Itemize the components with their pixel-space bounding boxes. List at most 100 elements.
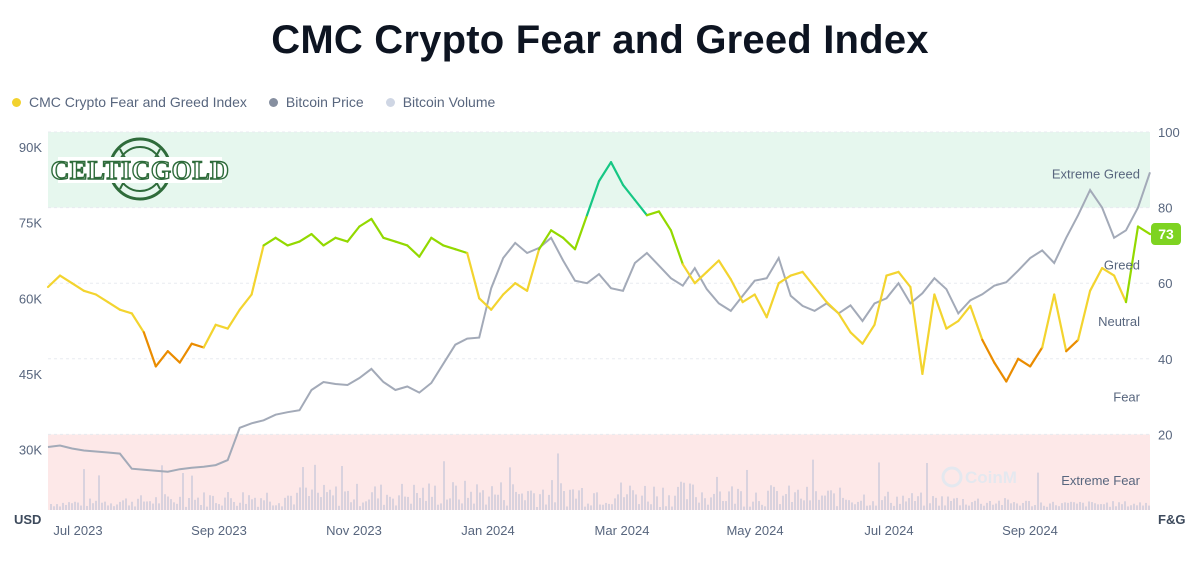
x-tick-label: May 2024 [726,523,783,538]
volume-bar [695,497,697,510]
volume-bar [590,505,592,510]
volume-bar [404,496,406,510]
volume-bar [1127,506,1129,510]
volume-bar [278,503,280,510]
volume-bar [206,506,208,510]
volume-bar [716,476,718,510]
volume-bar [1043,505,1045,510]
fear-greed-segment [537,229,553,251]
volume-bar [380,484,382,510]
volume-bar [101,502,103,510]
fear-greed-segment [202,323,217,349]
volume-bar [1103,504,1105,510]
volume-bar [62,502,64,510]
volume-bar [692,484,694,510]
x-tick-label: Jan 2024 [461,523,515,538]
volume-bar [455,485,457,510]
volume-bar [521,493,523,510]
volume-bar [407,496,409,510]
volume-bar [1148,505,1150,510]
volume-bar [251,499,253,510]
volume-bar [1052,501,1054,510]
volume-bar [611,504,613,510]
volume-bar [533,493,535,510]
volume-bar [932,496,934,510]
fear-greed-segment [46,274,62,289]
right-tick-label: 60 [1158,276,1172,291]
current-fg-badge[interactable]: 73 [1151,223,1181,246]
volume-bar [869,505,871,510]
legend-item-bitcoin-price[interactable]: Bitcoin Price [268,94,364,110]
volume-bar [89,498,91,510]
volume-bar [383,504,385,510]
volume-bar [638,504,640,510]
volume-bar [854,504,856,510]
volume-bar [896,496,898,510]
volume-bar [317,492,319,510]
volume-bar [1064,502,1066,510]
volume-bar [1037,472,1039,510]
volume-bar [587,503,589,510]
fear-greed-segment [909,285,924,375]
volume-bar [1007,499,1009,510]
volume-bar [419,497,421,510]
volume-bar [818,499,820,510]
fear-greed-segment [70,282,86,292]
volume-bar [500,482,502,510]
volume-bar [215,503,217,510]
fear-greed-segment [969,304,984,341]
fear-greed-segment [753,293,768,319]
fear-greed-segment [406,244,421,258]
volume-bar [281,506,283,510]
volume-bar [110,503,112,510]
volume-bar [614,498,616,510]
volume-bar [719,491,721,510]
volume-bar [209,495,211,510]
volume-bar [50,503,52,510]
volume-bar [494,494,496,510]
volume-bar [800,498,802,510]
left-axis-unit: USD [14,512,41,527]
fear-greed-segment [849,331,864,345]
volume-bar [122,500,124,510]
volume-bar [1106,502,1108,510]
volume-bar [962,498,964,510]
fear-greed-segment [154,350,169,368]
volume-bar [860,500,862,510]
fear-greed-segment [130,312,145,334]
fear-greed-segment [693,270,708,285]
legend-item-bitcoin-volume[interactable]: Bitcoin Volume [385,94,496,110]
volume-bar [956,497,958,510]
watermark-icon [941,466,963,488]
legend-label-bitcoin-volume: Bitcoin Volume [402,94,496,110]
volume-bar [557,453,559,510]
legend-dot-bitcoin-price [268,97,278,107]
volume-bar [371,492,373,510]
volume-bar [941,496,943,510]
volume-bar [350,502,352,510]
zone-label: Extreme Greed [1052,167,1140,182]
volume-bar [1028,501,1030,510]
fear-greed-segment [454,248,469,255]
volume-bar [203,492,205,510]
volume-bar [887,491,889,510]
volume-bar [986,502,988,510]
volume-bar [827,490,829,510]
volume-bar [320,497,322,510]
volume-bar [77,502,79,510]
volume-bar [623,497,625,510]
fear-greed-segment [741,293,756,304]
volume-bar [575,498,577,510]
fear-greed-segment [561,236,577,251]
volume-bar [1022,502,1024,510]
volume-bar [773,486,775,510]
legend-item-fear-greed[interactable]: CMC Crypto Fear and Greed Index [12,94,247,110]
volume-bar [74,501,76,510]
volume-bar [749,506,751,510]
volume-bar [344,491,346,510]
x-tick-label: Sep 2023 [191,523,247,538]
extreme-greed-zone [48,132,1150,208]
volume-bar [683,482,685,510]
volume-bar [602,504,604,510]
volume-bar [968,505,970,510]
